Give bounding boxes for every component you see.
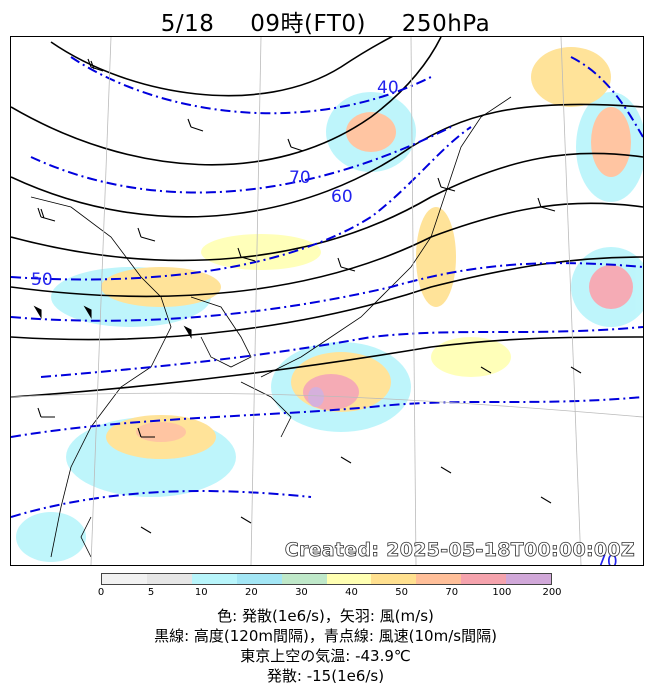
colorbar-segment xyxy=(146,574,192,584)
title-time: 09時(FT0) xyxy=(250,11,366,37)
colorbar-segment xyxy=(191,574,237,584)
graticule xyxy=(11,37,643,565)
legend-captions: 色: 発散(1e6/s)，矢羽: 風(m/s) 黒線: 高度(120m間隔)，青… xyxy=(0,606,651,686)
isotach-label-70: 70 xyxy=(289,168,311,188)
colorbar-tick-label: 200 xyxy=(542,587,562,598)
colorbar-tick-label: 5 xyxy=(147,587,155,598)
caption-color: 色: 発散(1e6/s)，矢羽: 風(m/s) xyxy=(217,607,434,625)
colorbar-segment xyxy=(371,574,417,584)
wind-barbs xyxy=(33,58,582,534)
colorbar-tick-label: 10 xyxy=(194,587,208,598)
colorbar-tick-label: 0 xyxy=(97,587,105,598)
colorbar-segment xyxy=(416,574,462,584)
isotach-labels: 40 60 70 50 70 xyxy=(31,78,618,565)
caption-divergence: 発散: -15(1e6/s) xyxy=(266,667,385,685)
title-date: 5/18 xyxy=(160,11,215,37)
colorbar-segment xyxy=(506,574,552,584)
colorbar-segment xyxy=(281,574,327,584)
coastlines xyxy=(30,96,512,558)
map-canvas: 40 60 70 50 70 xyxy=(11,37,643,565)
height-contours xyxy=(11,37,643,398)
isotach-label-40: 40 xyxy=(377,78,399,98)
colorbar-segment xyxy=(236,574,282,584)
weather-map: 40 60 70 50 70 xyxy=(10,36,644,566)
colorbar-segment xyxy=(461,574,507,584)
colorbar-tick-label: 40 xyxy=(345,587,358,598)
colorbar-tick-label: 100 xyxy=(492,587,512,598)
divergence-shading xyxy=(16,47,643,562)
colorbar-tick-label: 50 xyxy=(395,587,409,598)
colorbar-segment xyxy=(326,574,372,584)
colorbar-tick-label: 70 xyxy=(445,587,459,598)
isotach-label-60: 60 xyxy=(331,187,353,207)
colorbar-tick-label: 20 xyxy=(244,587,258,598)
isotach-label-50: 50 xyxy=(31,270,53,290)
title-level: 250hPa xyxy=(401,11,491,37)
created-timestamp: Created: 2025-05-18T00:00:00Z xyxy=(284,539,635,562)
isotachs xyxy=(11,56,643,518)
colorbar-segment xyxy=(102,574,147,584)
colorbar xyxy=(101,573,552,585)
caption-lines: 黒線: 高度(120m間隔)，青点線: 風速(10m/s間隔) xyxy=(154,627,497,645)
colorbar-tick-label: 30 xyxy=(295,587,308,598)
colorbar-ticks: 0 5 10 20 30 40 50 70 100 200 xyxy=(97,587,562,601)
caption-temperature: 東京上空の気温: -43.9℃ xyxy=(240,647,411,665)
isotach-label-70b: 70 xyxy=(596,552,618,565)
chart-title: 5/18 09時(FT0) 250hPa xyxy=(0,4,651,38)
